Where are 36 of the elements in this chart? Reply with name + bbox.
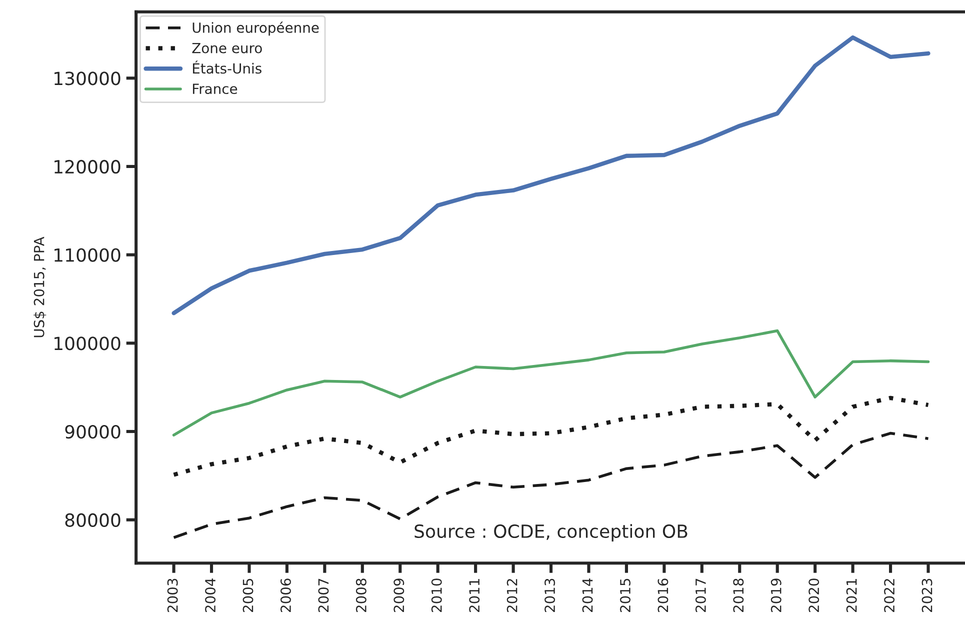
x-tick-label: 2006 bbox=[280, 578, 291, 612]
x-tick-label: 2019 bbox=[770, 578, 782, 612]
y-axis-title: US$ 2015, PPA bbox=[34, 236, 46, 338]
x-tick-label: 2004 bbox=[205, 578, 216, 612]
x-tick-label: 2015 bbox=[620, 578, 630, 612]
x-tick-label: 2013 bbox=[544, 578, 556, 612]
x-tick-label: 2017 bbox=[695, 578, 706, 612]
x-tick-label: 2023 bbox=[922, 578, 932, 612]
x-tick-label: 2020 bbox=[808, 578, 820, 612]
line-series bbox=[172, 35, 930, 316]
legend-label: France bbox=[192, 84, 238, 94]
x-tick-label: 2016 bbox=[658, 578, 668, 612]
legend-label: Union européenne bbox=[192, 22, 319, 36]
x-tick-label: 2005 bbox=[242, 578, 254, 612]
line-series bbox=[172, 329, 930, 436]
annotation: Source : OCDE, conception OB bbox=[414, 524, 688, 542]
x-tick-label: 2007 bbox=[318, 578, 329, 612]
y-tick-label: 110000 bbox=[54, 248, 120, 262]
y-tick-label: 90000 bbox=[65, 424, 120, 439]
x-tick-label: 2018 bbox=[733, 578, 744, 612]
x-tick-label: 2012 bbox=[506, 579, 518, 612]
x-tick-label: 2003 bbox=[167, 578, 178, 612]
y-tick-label: 130000 bbox=[54, 72, 120, 86]
line-series bbox=[172, 396, 930, 477]
x-tick-label: 2010 bbox=[431, 578, 442, 612]
x-tick-label: 2014 bbox=[582, 578, 593, 612]
x-tick-label: 2009 bbox=[394, 578, 404, 612]
x-tick-label: 2008 bbox=[356, 578, 366, 612]
x-tick-label: 2011 bbox=[469, 578, 480, 612]
x-tick-label: 2021 bbox=[846, 578, 857, 612]
y-tick-label: 100000 bbox=[54, 336, 120, 350]
y-tick-label: 120000 bbox=[54, 160, 120, 174]
x-tick-label: 2022 bbox=[884, 579, 895, 612]
y-tick-label: 80000 bbox=[65, 513, 120, 527]
legend-label: Zone euro bbox=[192, 42, 262, 54]
legend-label: États-Unis bbox=[192, 60, 262, 74]
